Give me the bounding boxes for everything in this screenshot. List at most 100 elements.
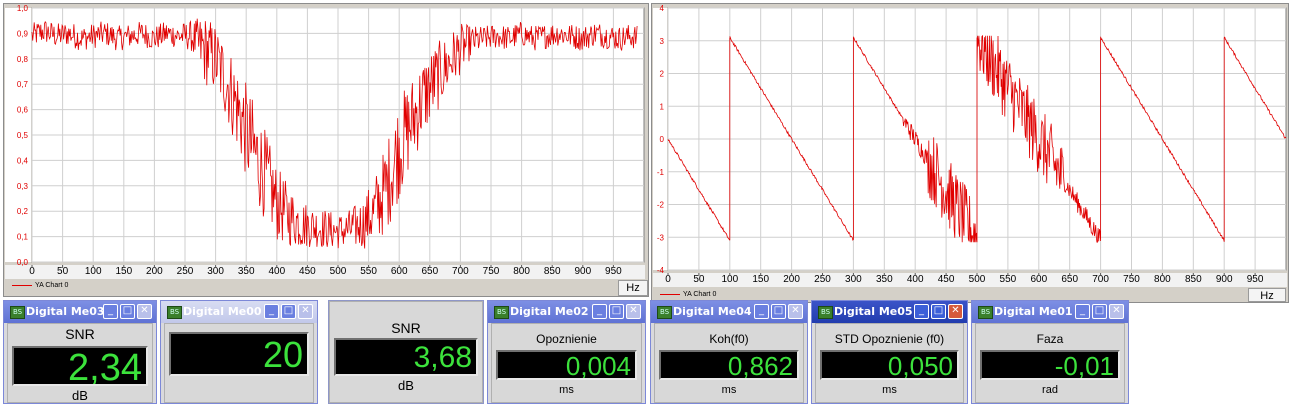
meter-window-me03[interactable]: BS Digital Me03 _ □ ✕ SNR 2,34 dB	[3, 300, 157, 404]
meter-display: 20	[169, 332, 309, 376]
meter-window-me05[interactable]: BS Digital Me05 _ □ ✕ STD Opoznienie (f0…	[811, 300, 968, 404]
meter-display: -0,01	[980, 350, 1120, 380]
x-unit-box-right: Hz	[1248, 288, 1286, 302]
app-icon: BS	[818, 306, 833, 319]
x-tick-label: 0	[29, 266, 35, 277]
meter-display: 2,34	[12, 346, 148, 386]
y-tick-label: 0,0	[17, 258, 29, 267]
chart-right: 0 50 100 150 200 250 300 350 400 450 500 550 600 650 7…	[653, 4, 1287, 287]
y-tick-label: -3	[657, 233, 665, 242]
meter-titlebar[interactable]: BS Digital Me00 _ □ ✕	[161, 301, 317, 323]
y-tick-label: 0,9	[17, 29, 29, 38]
x-tick-label: 650	[421, 266, 438, 277]
x-tick-label: 50	[693, 274, 705, 285]
series-line	[667, 34, 1287, 243]
app-icon: BS	[494, 306, 509, 319]
meter-display: 0,004	[496, 350, 637, 380]
x-unit-box-left: Hz	[618, 280, 648, 296]
meter-body: Faza -0,01 rad	[975, 323, 1125, 403]
x-tick-label: 100	[85, 266, 102, 277]
meter-label: Faza	[1036, 332, 1064, 346]
legend-left: YA Chart 0	[12, 282, 68, 289]
meter-window-me00[interactable]: BS Digital Me00 _ □ ✕ 20	[160, 300, 318, 404]
x-tick-label: 600	[391, 266, 408, 277]
close-button[interactable]: ✕	[626, 304, 641, 319]
meter-titlebar[interactable]: BS Digital Me04 _ □ ✕	[651, 301, 807, 323]
app-icon: BS	[657, 306, 672, 319]
meter-window-snr[interactable]: SNR 3,68 dB	[328, 300, 484, 404]
x-tick-label: 300	[207, 266, 224, 277]
x-axis-strip	[653, 273, 1287, 287]
x-tick-label: 950	[605, 266, 622, 277]
x-tick-label: 800	[513, 266, 530, 277]
x-tick-label: 150	[752, 274, 769, 285]
maximize-button[interactable]: □	[120, 304, 135, 319]
maximize-button[interactable]: □	[931, 304, 946, 319]
meter-window-me01[interactable]: BS Digital Me01 _ □ ✕ Faza -0,01 rad	[971, 300, 1129, 404]
meter-display: 3,68	[334, 338, 478, 376]
minimize-button[interactable]: _	[914, 304, 929, 319]
meter-display: 0,862	[659, 350, 799, 380]
x-tick-label: 700	[1092, 274, 1109, 285]
meter-unit: ms	[721, 384, 737, 396]
maximize-button[interactable]: □	[281, 304, 296, 319]
x-tick-label: 850	[544, 266, 561, 277]
minimize-button[interactable]: _	[592, 304, 607, 319]
minimize-button[interactable]: _	[754, 304, 769, 319]
x-tick-label: 650	[1061, 274, 1078, 285]
y-tick-label: 1	[660, 102, 665, 111]
x-tick-label: 150	[115, 266, 132, 277]
x-tick-label: 500	[969, 274, 986, 285]
minimize-button[interactable]: _	[264, 304, 279, 319]
y-tick-label: -1	[657, 168, 665, 177]
y-tick-label: 0,6	[17, 106, 29, 115]
meter-titlebar[interactable]: BS Digital Me02 _ □ ✕	[488, 301, 645, 323]
close-button[interactable]: ✕	[298, 304, 313, 319]
meter-window-me04[interactable]: BS Digital Me04 _ □ ✕ Koh(f0) 0,862 ms	[650, 300, 808, 404]
x-tick-label: 400	[907, 274, 924, 285]
meter-title: Digital Me05	[834, 305, 913, 318]
minimize-button[interactable]: _	[1075, 304, 1090, 319]
x-tick-label: 750	[1123, 274, 1140, 285]
close-button[interactable]: ✕	[948, 304, 963, 319]
x-tick-label: 250	[814, 274, 831, 285]
y-tick-label: -2	[657, 201, 665, 210]
y-tick-label: 0,7	[17, 80, 29, 89]
maximize-button[interactable]: □	[771, 304, 786, 319]
maximize-button[interactable]: □	[1092, 304, 1107, 319]
meter-body: STD Opoznienie (f0) 0,050 ms	[815, 323, 964, 403]
meter-label: STD Opoznienie (f0)	[834, 332, 945, 346]
maximize-button[interactable]: □	[609, 304, 624, 319]
x-tick-label: 700	[452, 266, 469, 277]
meter-body: SNR 3,68 dB	[329, 301, 483, 403]
y-tick-label: 4	[660, 4, 665, 13]
x-tick-label: 450	[938, 274, 955, 285]
y-tick-label: 0,1	[17, 233, 29, 242]
meter-window-me02[interactable]: BS Digital Me02 _ □ ✕ Opoznienie 0,004 m…	[487, 300, 646, 404]
x-tick-label: 200	[783, 274, 800, 285]
legend-label: YA Chart 0	[35, 282, 69, 289]
meter-label: SNR	[65, 326, 95, 342]
close-button[interactable]: ✕	[1109, 304, 1124, 319]
meter-titlebar[interactable]: BS Digital Me03 _ □ ✕	[4, 301, 156, 323]
x-tick-label: 900	[574, 266, 591, 277]
minimize-button[interactable]: _	[103, 304, 118, 319]
meter-titlebar[interactable]: BS Digital Me05 _ □ ✕	[812, 301, 967, 323]
legend-right: YA Chart 0	[660, 291, 716, 298]
x-tick-label: 350	[876, 274, 893, 285]
app-icon: BS	[978, 306, 993, 319]
x-tick-label: 750	[483, 266, 500, 277]
chart-panel-right: 0 50 100 150 200 250 300 350 400 450 500 550 600 650 7…	[651, 3, 1289, 303]
close-button[interactable]: ✕	[137, 304, 152, 319]
x-tick-label: 250	[177, 266, 194, 277]
legend-swatch	[660, 294, 680, 295]
y-tick-label: 0,4	[17, 156, 29, 165]
meter-title: Digital Me04	[673, 305, 752, 318]
x-tick-label: 350	[238, 266, 255, 277]
y-tick-label: 0	[660, 135, 665, 144]
y-axis-strip	[5, 8, 31, 262]
meter-titlebar[interactable]: BS Digital Me01 _ □ ✕	[972, 301, 1128, 323]
x-tick-label: 450	[299, 266, 316, 277]
close-button[interactable]: ✕	[788, 304, 803, 319]
x-tick-label: 900	[1216, 274, 1233, 285]
